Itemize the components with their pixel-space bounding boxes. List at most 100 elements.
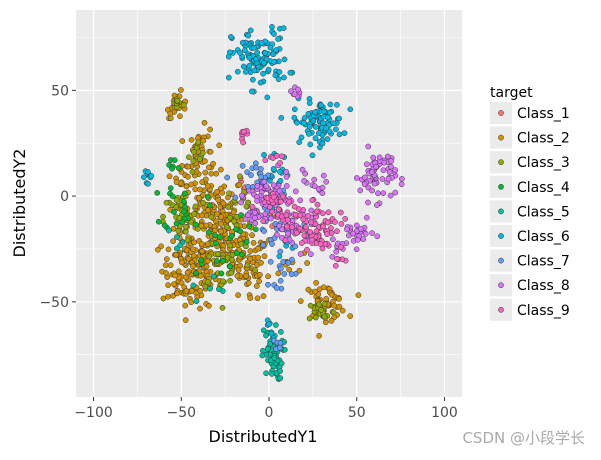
point-Class_6: [246, 54, 253, 61]
point-Class_2: [162, 262, 169, 269]
point-Class_8: [353, 175, 360, 181]
point-Class_6: [225, 74, 232, 81]
point-Class_2: [258, 259, 264, 266]
point-Class_7: [276, 344, 283, 351]
point-Class_7: [273, 285, 280, 291]
point-Class_8: [330, 236, 336, 243]
point-Class_2: [235, 292, 241, 298]
point-Class_9: [319, 210, 326, 217]
point-Class_2: [355, 292, 362, 298]
point-Class_9: [292, 211, 299, 218]
point-Class_8: [362, 174, 368, 181]
point-Class_7: [224, 174, 231, 181]
point-Class_2: [185, 255, 192, 262]
x-tick-label: 0: [265, 405, 274, 421]
point-Class_2: [320, 284, 327, 291]
point-Class_2: [296, 267, 303, 274]
point-Class_8: [239, 192, 245, 199]
point-Class_3: [195, 139, 202, 146]
point-Class_6: [278, 115, 285, 121]
point-Class_3: [204, 278, 211, 285]
legend-item-Class_3: Class_3: [490, 151, 570, 174]
point-Class_8: [283, 168, 290, 175]
point-Class_5: [271, 355, 278, 361]
y-tick-label: 50: [51, 83, 69, 99]
point-Class_3: [163, 199, 170, 206]
point-Class_8: [358, 226, 364, 232]
point-Class_5: [273, 322, 279, 328]
point-Class_2: [213, 170, 220, 177]
point-Class_2: [250, 240, 257, 246]
point-Class_2: [347, 313, 354, 319]
point-Class_8: [379, 176, 386, 182]
point-Class_8: [360, 236, 367, 242]
point-Class_8: [399, 176, 405, 182]
point-Class_2: [275, 270, 282, 277]
point-Class_2: [256, 278, 262, 285]
point-Class_4: [175, 165, 182, 171]
point-Class_8: [238, 199, 245, 206]
point-Class_9: [301, 232, 308, 239]
point-Class_4: [198, 257, 205, 264]
point-Class_2: [188, 181, 195, 188]
point-Class_8: [297, 251, 304, 257]
point-Class_8: [263, 183, 270, 190]
point-Class_2: [220, 200, 227, 207]
point-Class_3: [228, 270, 235, 276]
point-Class_6: [270, 51, 277, 58]
y-axis-title: DistributedY2: [10, 149, 29, 258]
point-Class_8: [288, 88, 294, 95]
point-Class_4: [252, 226, 259, 233]
point-Class_8: [353, 246, 360, 253]
point-Class_6: [291, 114, 298, 121]
point-Class_2: [207, 126, 213, 133]
point-Class_3: [243, 203, 250, 210]
point-Class_6: [242, 47, 248, 54]
point-Class_4: [207, 202, 213, 209]
point-Class_7: [260, 242, 266, 248]
point-Class_2: [191, 239, 197, 246]
point-Class_6: [281, 74, 287, 81]
point-Class_2: [336, 296, 342, 302]
point-Class_3: [199, 150, 206, 156]
point-Class_3: [219, 304, 226, 311]
point-Class_5: [269, 371, 275, 377]
point-Class_2: [217, 228, 224, 235]
point-Class_2: [214, 188, 220, 195]
point-Class_8: [311, 176, 318, 183]
point-Class_5: [263, 370, 269, 377]
point-Class_4: [155, 218, 162, 225]
point-Class_5: [190, 282, 197, 289]
point-Class_6: [254, 49, 261, 56]
point-Class_3: [316, 301, 322, 308]
point-Class_6: [276, 69, 283, 75]
point-Class_9: [304, 246, 310, 253]
point-Class_6: [305, 111, 312, 117]
point-Class_2: [286, 266, 292, 273]
point-Class_8: [371, 180, 378, 187]
point-Class_6: [334, 101, 340, 108]
point-Class_6: [262, 50, 269, 56]
legend-marker: [498, 110, 504, 116]
legend-label: Class_6: [517, 229, 570, 245]
legend-item-Class_6: Class_6: [490, 225, 570, 247]
point-Class_2: [188, 137, 195, 143]
point-Class_2: [160, 295, 167, 302]
point-Class_8: [276, 187, 283, 194]
legend-marker: [498, 306, 504, 313]
point-Class_7: [239, 163, 246, 169]
point-Class_3: [321, 313, 328, 320]
legend-marker: [498, 282, 504, 289]
point-Class_8: [333, 248, 340, 255]
point-Class_9: [298, 240, 305, 246]
point-Class_4: [239, 251, 245, 258]
point-Class_2: [183, 183, 190, 190]
point-Class_2: [199, 212, 206, 219]
point-Class_8: [299, 166, 306, 173]
point-Class_6: [323, 125, 330, 131]
point-Class_4: [233, 250, 240, 257]
point-Class_8: [361, 181, 368, 188]
point-Class_8: [369, 230, 375, 236]
legend-item-Class_2: Class_2: [490, 126, 570, 149]
point-Class_2: [245, 280, 252, 286]
